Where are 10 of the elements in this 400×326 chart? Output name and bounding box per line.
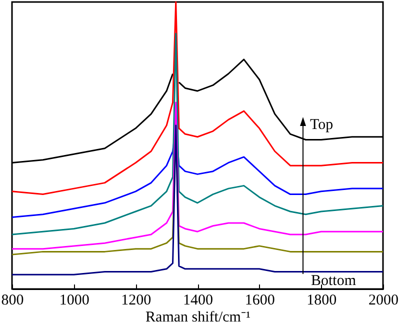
x-tick-label: 1400: [183, 292, 213, 308]
x-tick-label: 1800: [306, 292, 337, 308]
x-tick-label: 2000: [368, 292, 398, 308]
x-tick-label: 1600: [244, 292, 275, 308]
x-tick-label: 1000: [59, 292, 90, 308]
x-axis-title: Raman shift/cm⁻¹: [146, 310, 250, 326]
x-tick-label: 800: [1, 292, 24, 308]
x-tick-label: 1200: [121, 292, 152, 308]
annotation: Bottom: [311, 273, 356, 289]
annotation: Top: [310, 117, 334, 133]
